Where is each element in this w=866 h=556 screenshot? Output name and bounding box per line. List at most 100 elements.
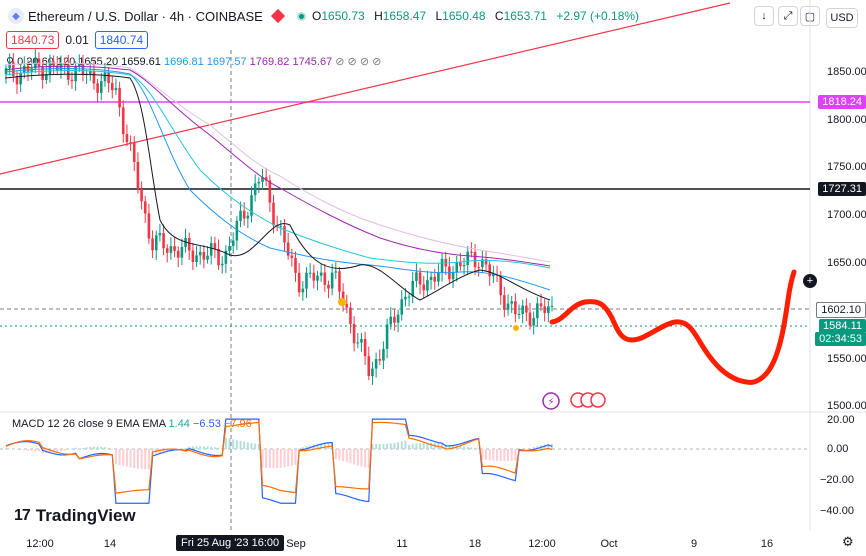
candle-body [389, 316, 393, 325]
macd-histogram-bar [166, 449, 169, 453]
macd-histogram-bar [327, 443, 330, 449]
last-price-tag: 1584.11 [819, 319, 866, 333]
candle-body [451, 272, 455, 280]
candle-body [173, 246, 176, 251]
snapshot-button[interactable]: ▢ [800, 6, 820, 26]
fullscreen-button[interactable]: ⤢ [778, 6, 798, 26]
candle-body [110, 83, 114, 91]
macd-histogram-bar [378, 444, 381, 449]
candle-body [294, 257, 297, 273]
macd-histogram-bar [23, 449, 26, 451]
candle-body [301, 288, 305, 293]
candle-body [286, 242, 290, 256]
macd-histogram-bar [430, 442, 433, 449]
candle-body [378, 359, 382, 361]
ma-legend-icon: ⚲ [6, 56, 15, 68]
candle-body [367, 356, 371, 377]
macd-histogram-bar [122, 449, 125, 466]
macd-histogram-bar [426, 442, 429, 449]
time-axis-label: 11 [396, 538, 408, 550]
macd-histogram-bar [345, 449, 348, 463]
macd-histogram-bar [488, 449, 491, 461]
ma-visibility-icons[interactable]: ⊘ ⊘ ⊘ ⊘ [335, 56, 382, 68]
macd-axis-label: −40.00 [820, 505, 854, 517]
macd-histogram-bar [437, 442, 440, 449]
candle-body [297, 272, 301, 293]
macd-histogram-bar [371, 443, 374, 449]
candle-body [169, 246, 173, 253]
candle-body [74, 65, 77, 82]
ma-black-line [4, 73, 551, 301]
add-alert-button[interactable]: + [803, 274, 817, 288]
tradingview-logo[interactable]: 17 TradingView [14, 506, 136, 526]
macd-histogram-bar [444, 444, 447, 449]
candle-body [250, 195, 253, 216]
candle-body [349, 307, 352, 325]
candle-body [147, 213, 151, 239]
buy-button[interactable]: 1840.74 [94, 31, 149, 49]
price-axis-label: 1850.00 [827, 66, 866, 78]
spread-value: 0.01 [65, 33, 89, 47]
currency-button[interactable]: USD [826, 8, 858, 28]
download-button[interactable]: ↓ [754, 6, 774, 26]
candle-body [440, 258, 444, 273]
macd-histogram-bar [228, 438, 231, 449]
macd-histogram-bar [107, 447, 110, 449]
candle-body [312, 272, 316, 281]
macd-histogram-bar [103, 447, 106, 449]
candle-body [220, 263, 224, 266]
macd-histogram-bar [254, 443, 257, 449]
high-value: 1658.47 [382, 9, 427, 23]
macd-histogram-bar [151, 449, 154, 456]
macd-histogram-bar [408, 444, 411, 449]
hand-drawn-projection [549, 269, 797, 385]
macd-histogram-bar [529, 448, 532, 449]
macd-axis-label: 20.00 [827, 414, 855, 426]
candle-body [195, 255, 198, 263]
candle-body [45, 74, 48, 81]
expand-icon: ⤢ [783, 9, 793, 22]
macd-histogram-bar [8, 448, 11, 449]
countdown-tag: 02:34:53 [815, 332, 866, 346]
macd-histogram-bar [140, 449, 143, 469]
candle-body [107, 72, 110, 84]
candle-body [176, 250, 180, 258]
macd-histogram-bar [441, 443, 444, 449]
sell-button[interactable]: 1840.73 [6, 31, 60, 49]
candle-body [99, 81, 103, 93]
candles [4, 48, 554, 385]
candle-body [213, 243, 217, 250]
candle-body [374, 359, 378, 369]
macd-histogram-bar [41, 449, 44, 454]
candle-body [466, 251, 470, 266]
candle-body [209, 243, 213, 256]
macd-histogram-bar [125, 449, 128, 467]
symbol-title[interactable]: Ethereum / U.S. Dollar · 4h · COINBASE [28, 8, 263, 24]
macd-histogram-bar [199, 446, 202, 449]
macd-histogram-bar [246, 442, 249, 449]
macd-legend[interactable]: MACD 12 26 close 9 EMA EMA 1.44 −6.53 −7… [12, 418, 252, 430]
macd-histogram-bar [397, 442, 400, 449]
macd-histogram-bar [155, 449, 158, 455]
candle-body [429, 276, 433, 281]
macd-histogram-bar [48, 449, 51, 453]
low-value: 1650.48 [442, 9, 486, 23]
macd-histogram-bar [74, 447, 77, 449]
macd-histogram-bar [459, 446, 462, 449]
flag-icon[interactable] [270, 8, 285, 24]
candle-body [121, 107, 125, 135]
price-axis-label: 1550.00 [827, 353, 866, 365]
symbol-info[interactable]: ◆ Ethereum / U.S. Dollar · 4h · COINBASE [8, 8, 306, 24]
macd-histogram-bar [422, 442, 425, 449]
macd-histogram-bar [136, 449, 139, 469]
candle-body [426, 280, 429, 291]
macd-histogram-bar [276, 449, 279, 469]
ma-legend[interactable]: ⚲ 0 20 60 120 1655.20 1659.61 1696.81 16… [6, 56, 382, 68]
macd-histogram-bar [514, 449, 517, 461]
macd-histogram-bar [320, 443, 323, 449]
candle-body [198, 252, 202, 256]
candle-body [165, 248, 169, 253]
candle-body [30, 68, 33, 72]
settings-gear-icon[interactable]: ⚙ [842, 534, 854, 549]
